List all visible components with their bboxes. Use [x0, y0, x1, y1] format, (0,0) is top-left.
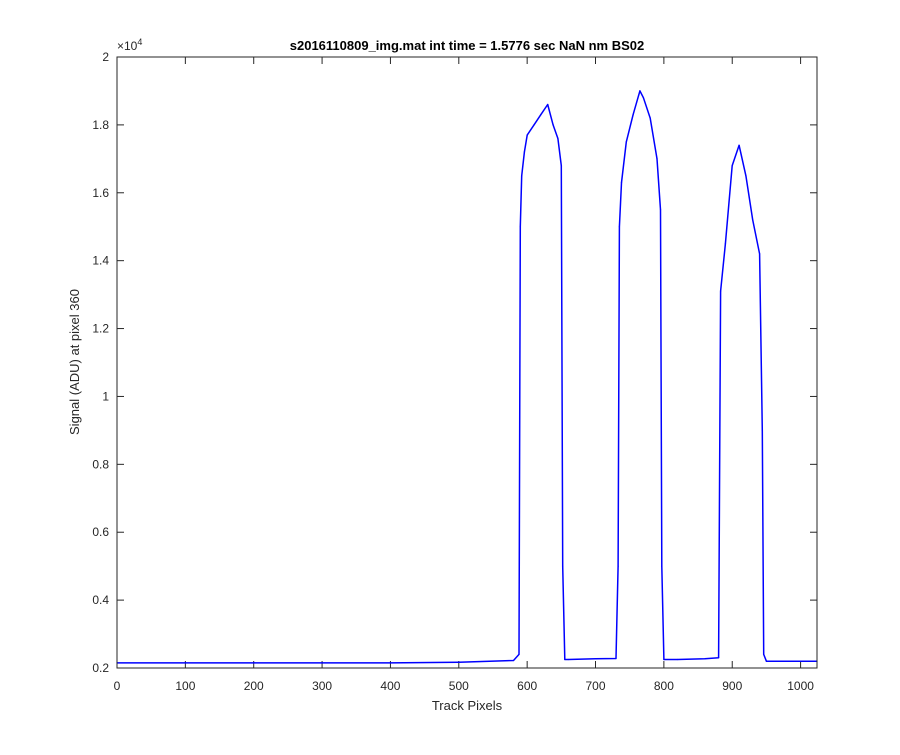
data-point [649, 117, 651, 119]
y-tick-label: 1.6 [92, 186, 109, 200]
data-point [738, 144, 740, 146]
data-point [184, 662, 186, 664]
series-line [117, 90, 817, 664]
x-tick-label: 400 [380, 679, 400, 693]
data-point [321, 662, 323, 664]
data-point [731, 165, 733, 167]
data-point [676, 658, 679, 661]
y-tick-label: 0.4 [92, 593, 109, 607]
data-point [617, 565, 619, 567]
data-point [704, 658, 706, 660]
y-tick-label: 0.2 [92, 661, 109, 675]
data-point [632, 114, 634, 116]
y-tick-label: 1.8 [92, 118, 109, 132]
data-point [765, 660, 768, 662]
data-point [540, 114, 542, 116]
data-point [523, 151, 526, 153]
x-tick-label: 600 [517, 679, 537, 693]
data-point [759, 253, 761, 255]
y-axis-label: Signal (ADU) at pixel 360 [67, 289, 82, 435]
data-point [618, 226, 621, 228]
data-point [562, 565, 564, 567]
data-point [512, 659, 515, 662]
data-point [625, 141, 627, 143]
x-tick-label: 200 [244, 679, 264, 693]
data-point [620, 182, 623, 184]
y-tick-label: 0.8 [92, 457, 109, 471]
y-axis-exponent-base: ×10 [117, 39, 138, 53]
series-group [116, 90, 818, 664]
data-point [724, 243, 727, 245]
data-point [533, 124, 535, 126]
y-axis-ticks: 0.2 0.4 0.6 0.8 1 1.2 1.4 1.6 1.8 2 [92, 50, 817, 675]
x-tick-label: 100 [175, 679, 195, 693]
y-tick-label: 1 [102, 389, 109, 403]
x-tick-label: 300 [312, 679, 332, 693]
y-axis-exponent: ×104 [117, 37, 142, 53]
x-tick-label: 900 [722, 679, 742, 693]
y-tick-label: 0.6 [92, 525, 109, 539]
x-tick-label: 1000 [787, 679, 814, 693]
data-point [639, 90, 641, 92]
data-point [557, 137, 559, 140]
data-point [656, 158, 658, 160]
data-point [615, 657, 617, 660]
data-point [745, 175, 747, 177]
data-point [519, 226, 521, 228]
data-point [661, 565, 663, 567]
data-point [594, 658, 597, 660]
data-point [718, 657, 720, 659]
data-point [763, 653, 765, 656]
plot-box [116, 56, 818, 669]
y-tick-label: 1.2 [92, 322, 109, 336]
data-point [720, 290, 722, 292]
data-point [518, 653, 520, 656]
y-axis-exponent-power: 4 [137, 37, 142, 47]
x-tick-label: 700 [586, 679, 606, 693]
data-point [663, 658, 665, 661]
data-point [521, 175, 523, 177]
chart-title: s2016110809_img.mat int time = 1.5776 se… [290, 38, 644, 53]
y-tick-label: 2 [102, 50, 109, 64]
x-axis-label: Track Pixels [432, 698, 503, 713]
data-point [253, 662, 255, 664]
data-point [752, 219, 754, 221]
x-tick-label: 500 [449, 679, 469, 693]
data-point [552, 124, 554, 126]
y-tick-label: 1.4 [92, 254, 109, 268]
data-point [642, 97, 645, 99]
data-point [567, 658, 569, 661]
data-point [800, 660, 802, 662]
x-tick-label: 800 [654, 679, 674, 693]
x-tick-label: 0 [114, 679, 121, 693]
data-point [389, 662, 391, 664]
data-point [560, 165, 562, 167]
x-axis-ticks: 0 100 200 300 400 500 600 700 800 900 1000 [114, 57, 814, 693]
data-point [526, 134, 528, 136]
data-point [564, 658, 566, 661]
data-point [659, 209, 662, 211]
data-point [547, 103, 549, 106]
data-point [458, 661, 460, 663]
data-point [761, 429, 763, 431]
